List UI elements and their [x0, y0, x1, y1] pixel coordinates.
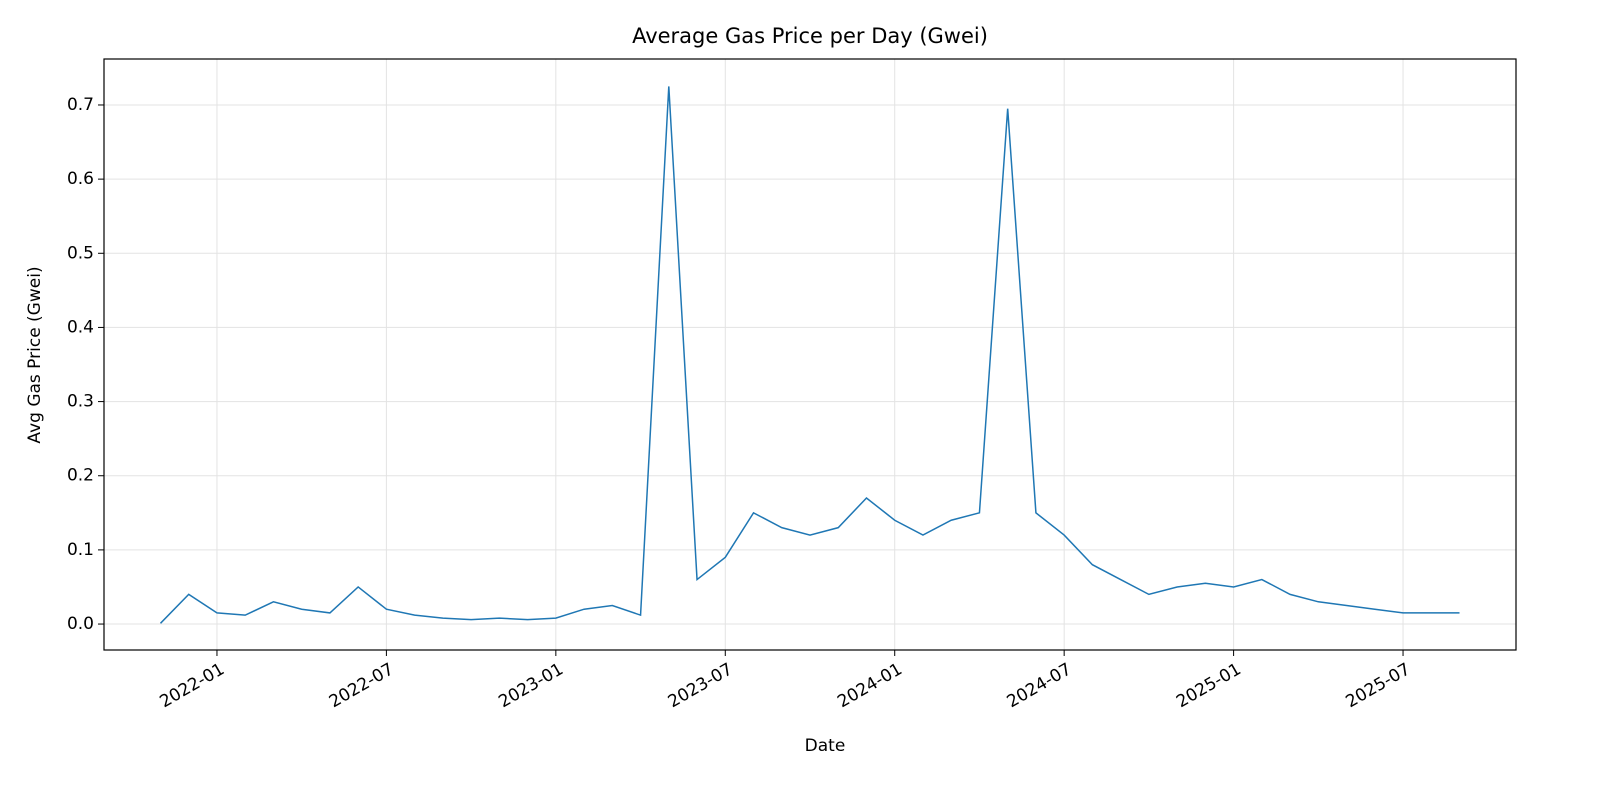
x-tick-label: 2022-01: [156, 659, 228, 712]
y-tick-label: 0.0: [67, 614, 94, 634]
x-tick-label: 2025-07: [1343, 659, 1415, 712]
x-tick-label: 2024-07: [1004, 659, 1076, 712]
y-tick-label: 0.7: [67, 95, 94, 115]
y-tick-label: 0.5: [67, 243, 94, 263]
x-tick-label: 2023-01: [495, 659, 567, 712]
y-tick-label: 0.6: [67, 169, 94, 189]
y-tick-label: 0.1: [67, 540, 94, 560]
y-tick-label: 0.4: [67, 317, 94, 337]
x-axis-label: Date: [805, 736, 846, 756]
plot-frame: [103, 58, 1517, 651]
y-tick-label: 0.2: [67, 466, 94, 486]
y-axis-label: Avg Gas Price (Gwei): [25, 266, 45, 443]
y-tick-label: 0.3: [67, 392, 94, 412]
x-tick-label: 2023-07: [665, 659, 737, 712]
chart-title: Average Gas Price per Day (Gwei): [632, 24, 988, 48]
x-tick-label: 2024-01: [834, 659, 906, 712]
x-tick-label: 2022-07: [326, 659, 398, 712]
data-line: [159, 86, 1460, 624]
x-tick-label: 2025-01: [1173, 659, 1245, 712]
